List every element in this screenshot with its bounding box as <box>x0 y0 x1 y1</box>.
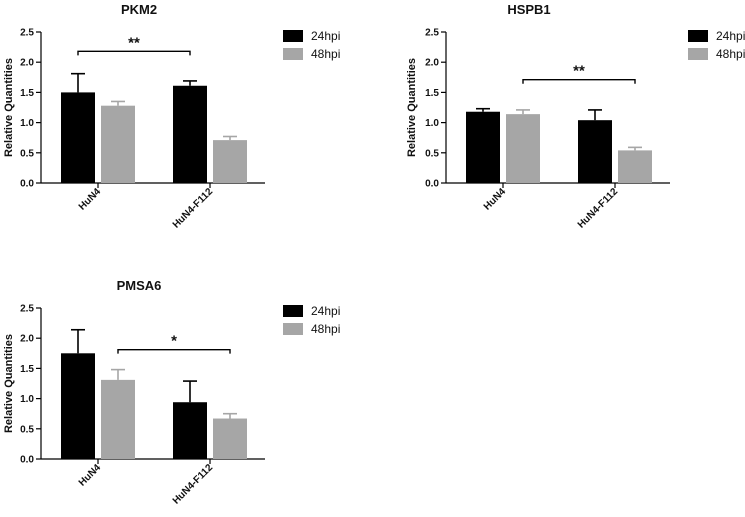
y-tick-label: 2.0 <box>20 58 34 69</box>
bar-24hpi-hun4 <box>61 92 95 183</box>
bar-48hpi-hun4 <box>101 379 135 459</box>
legend-label-48hpi: 48hpi <box>311 47 340 61</box>
chart-panel-pmsa6: PMSA6 0.0 0.5 1.0 1.5 2.0 2.5 Relative Quantiti… <box>3 278 340 507</box>
y-tick-label: 1.5 <box>425 88 439 99</box>
significance-bracket <box>77 50 191 56</box>
bar-48hpi-hun4-f112 <box>213 418 247 459</box>
y-axis-label: Relative Quantities <box>3 334 15 433</box>
x-tick-label: HuN4-F112 <box>171 186 216 231</box>
significance-bracket <box>117 348 231 354</box>
bar-48hpi-hun4 <box>101 105 135 183</box>
chart-title: HSPB1 <box>507 2 550 17</box>
legend-label-24hpi: 24hpi <box>311 29 340 43</box>
y-tick-label: 2.5 <box>20 28 34 39</box>
legend-swatch-24hpi <box>688 30 708 42</box>
legend-label-24hpi: 24hpi <box>311 304 340 318</box>
significance-bracket <box>522 79 636 84</box>
y-tick-label: 1.0 <box>20 118 34 129</box>
legend-label-48hpi: 48hpi <box>311 322 340 336</box>
chart-title: PKM2 <box>121 2 157 17</box>
bar-24hpi-hun4-f112 <box>578 120 612 183</box>
bar-48hpi-hun4-f112 <box>213 140 247 183</box>
significance-label: ** <box>573 63 585 80</box>
y-tick-label: 2.0 <box>20 334 34 345</box>
legend-label-24hpi: 24hpi <box>716 29 745 43</box>
y-tick-label: 0.5 <box>425 148 439 159</box>
x-tick-label: HuN4 <box>77 462 104 489</box>
bar-48hpi-hun4 <box>506 114 540 183</box>
y-tick-label: 0.5 <box>20 148 34 159</box>
legend-swatch-48hpi <box>688 48 708 60</box>
y-tick-label: 1.0 <box>20 394 34 405</box>
y-tick-label: 2.5 <box>20 304 34 315</box>
y-tick-label: 0.5 <box>20 424 34 435</box>
y-tick-label: 0.0 <box>425 179 439 190</box>
y-tick-label: 1.5 <box>20 364 34 375</box>
y-tick-label: 1.0 <box>425 118 439 129</box>
significance-label: * <box>171 333 177 350</box>
x-tick-label: HuN4-F112 <box>171 462 216 507</box>
bar-24hpi-hun4-f112 <box>173 85 207 183</box>
chart-panel-hspb1: HSPB1 0.0 0.5 1.0 1.5 2.0 2.5 Relative Quantiti… <box>406 2 745 231</box>
legend-swatch-24hpi <box>283 30 303 42</box>
x-tick-label: HuN4 <box>77 186 104 213</box>
bar-24hpi-hun4 <box>61 353 95 459</box>
y-tick-label: 0.0 <box>20 179 34 190</box>
y-tick-label: 2.5 <box>425 28 439 39</box>
legend-swatch-24hpi <box>283 305 303 317</box>
legend-swatch-48hpi <box>283 48 303 60</box>
bar-48hpi-hun4-f112 <box>618 150 652 183</box>
chart-panel-pkm2: PKM2 0.0 0.5 1.0 1.5 2.0 2.5 Relative Quantitie… <box>3 2 340 231</box>
bar-24hpi-hun4-f112 <box>173 402 207 459</box>
x-tick-label: HuN4-F112 <box>576 186 621 231</box>
legend-swatch-48hpi <box>283 323 303 335</box>
legend-label-48hpi: 48hpi <box>716 47 745 61</box>
x-tick-label: HuN4 <box>482 186 509 213</box>
y-axis-label: Relative Quantities <box>406 58 418 157</box>
y-tick-label: 0.0 <box>20 455 34 466</box>
y-axis-label: Relative Quantities <box>3 58 15 157</box>
bar-24hpi-hun4 <box>466 111 500 183</box>
chart-title: PMSA6 <box>117 278 162 293</box>
y-tick-label: 1.5 <box>20 88 34 99</box>
y-tick-label: 2.0 <box>425 58 439 69</box>
significance-label: ** <box>128 34 140 51</box>
